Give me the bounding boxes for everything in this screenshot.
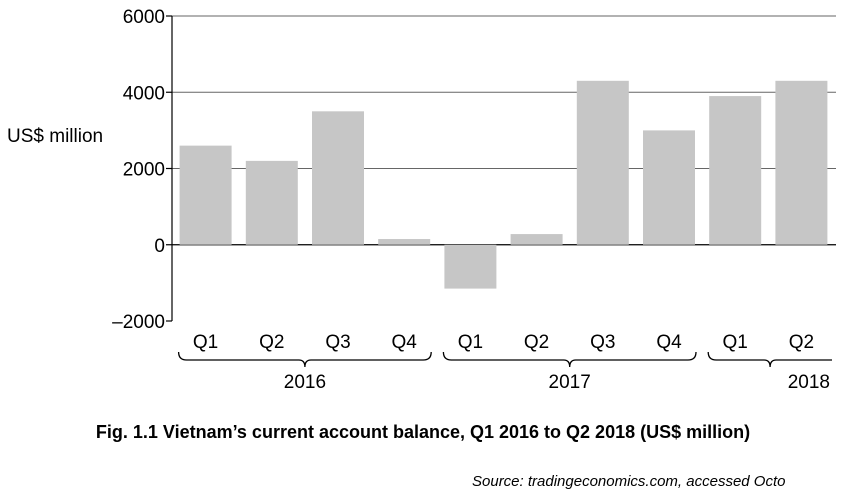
bar — [709, 96, 762, 245]
bars — [179, 80, 828, 289]
x-tick-label: Q2 — [259, 332, 284, 353]
year-label: 2018 — [788, 372, 830, 393]
x-tick-label: Q1 — [458, 332, 483, 353]
y-tick-label: 0 — [154, 236, 165, 257]
year-label: 2017 — [549, 372, 591, 393]
year-label: 2016 — [284, 372, 326, 393]
bar — [510, 234, 563, 245]
x-tick-label: Q3 — [590, 332, 615, 353]
y-tick-label: –2000 — [112, 312, 165, 333]
bar — [179, 145, 232, 245]
x-tick-label: Q2 — [524, 332, 549, 353]
y-tick-label: 6000 — [123, 7, 165, 28]
x-tick-label: Q1 — [193, 332, 218, 353]
axes — [166, 15, 832, 368]
source-note: Source: tradingeconomics.com, accessed O… — [472, 473, 786, 490]
x-tick-label: Q3 — [325, 332, 350, 353]
bar — [576, 80, 629, 245]
y-tick-label: 2000 — [123, 160, 165, 181]
bar — [444, 244, 497, 289]
bar — [775, 80, 828, 245]
bar — [643, 130, 695, 245]
y-axis-label: US$ million — [7, 126, 104, 147]
year-brace — [442, 351, 697, 368]
chart-title: Fig. 1.1 Vietnam’s current account balan… — [95, 422, 751, 442]
year-brace — [177, 351, 432, 368]
y-tick-label: 4000 — [123, 83, 165, 104]
x-tick-label: Q4 — [656, 332, 682, 353]
x-tick-label: Q1 — [723, 332, 748, 353]
x-tick-label: Q4 — [392, 332, 418, 353]
bar — [245, 160, 298, 245]
x-tick-label: Q2 — [789, 332, 814, 353]
bar — [378, 239, 431, 245]
year-brace — [707, 351, 832, 368]
bar — [312, 111, 364, 245]
